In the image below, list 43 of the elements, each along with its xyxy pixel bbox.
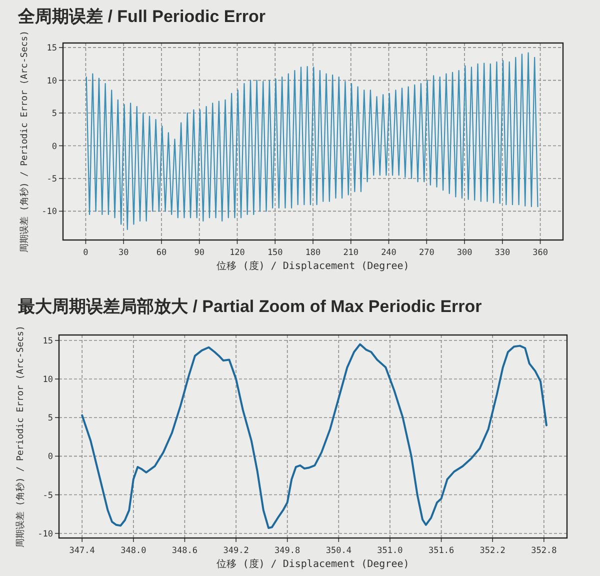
x-tick-label: 352.8 xyxy=(531,546,557,556)
line-series xyxy=(86,52,538,230)
x-tick-label: 352.2 xyxy=(480,546,506,556)
y-tick-label: -10 xyxy=(42,207,57,218)
x-tick-label: 120 xyxy=(230,248,245,258)
y-tick-label: 5 xyxy=(52,109,57,120)
x-tick-label: 30 xyxy=(118,248,129,258)
y-tick-label: 10 xyxy=(42,374,53,385)
x-axis-title: 位移 (度) / Displacement (Degree) xyxy=(216,558,410,570)
y-tick-label: 10 xyxy=(46,76,57,86)
x-tick-label: 351.6 xyxy=(428,546,454,556)
chart-title: 全周期误差 / Full Periodic Error xyxy=(17,7,266,26)
y-tick-label: 5 xyxy=(48,414,53,424)
x-tick-label: 349.2 xyxy=(223,546,249,556)
y-tick-label: 15 xyxy=(42,336,53,346)
x-tick-label: 90 xyxy=(194,248,204,258)
x-tick-label: 347.4 xyxy=(69,546,95,556)
x-tick-label: 351.0 xyxy=(377,546,403,556)
x-tick-label: 349.8 xyxy=(274,546,300,556)
y-axis-title: 周期误差 (角秒) / Periodic Error (Arc-Secs) xyxy=(15,326,26,548)
x-tick-label: 300 xyxy=(456,248,472,258)
x-axis-title: 位移 (度) / Displacement (Degree) xyxy=(216,260,410,272)
y-tick-label: 0 xyxy=(48,452,53,462)
y-tick-label: -5 xyxy=(46,174,57,184)
y-tick-label: 15 xyxy=(46,44,57,54)
y-tick-label: -5 xyxy=(42,490,53,501)
x-tick-label: 360 xyxy=(532,248,548,258)
x-tick-label: 210 xyxy=(343,248,359,258)
x-tick-label: 180 xyxy=(305,248,321,258)
x-tick-label: 270 xyxy=(418,248,434,258)
y-tick-label: -10 xyxy=(38,529,53,540)
x-tick-label: 0 xyxy=(83,248,88,258)
y-tick-label: 0 xyxy=(52,142,57,152)
x-tick-label: 350.4 xyxy=(326,546,352,556)
x-tick-label: 60 xyxy=(156,248,167,258)
line-series xyxy=(81,343,548,529)
x-tick-label: 330 xyxy=(494,248,510,258)
x-tick-label: 348.6 xyxy=(172,546,198,556)
y-axis-title: 周期误差 (角秒) / Periodic Error (Arc-Secs) xyxy=(19,30,30,252)
chart-title: 最大周期误差局部放大 / Partial Zoom of Max Periodic Error xyxy=(17,297,482,316)
x-tick-label: 150 xyxy=(267,248,283,258)
x-tick-label: 240 xyxy=(381,248,396,258)
x-tick-label: 348.0 xyxy=(120,546,146,556)
